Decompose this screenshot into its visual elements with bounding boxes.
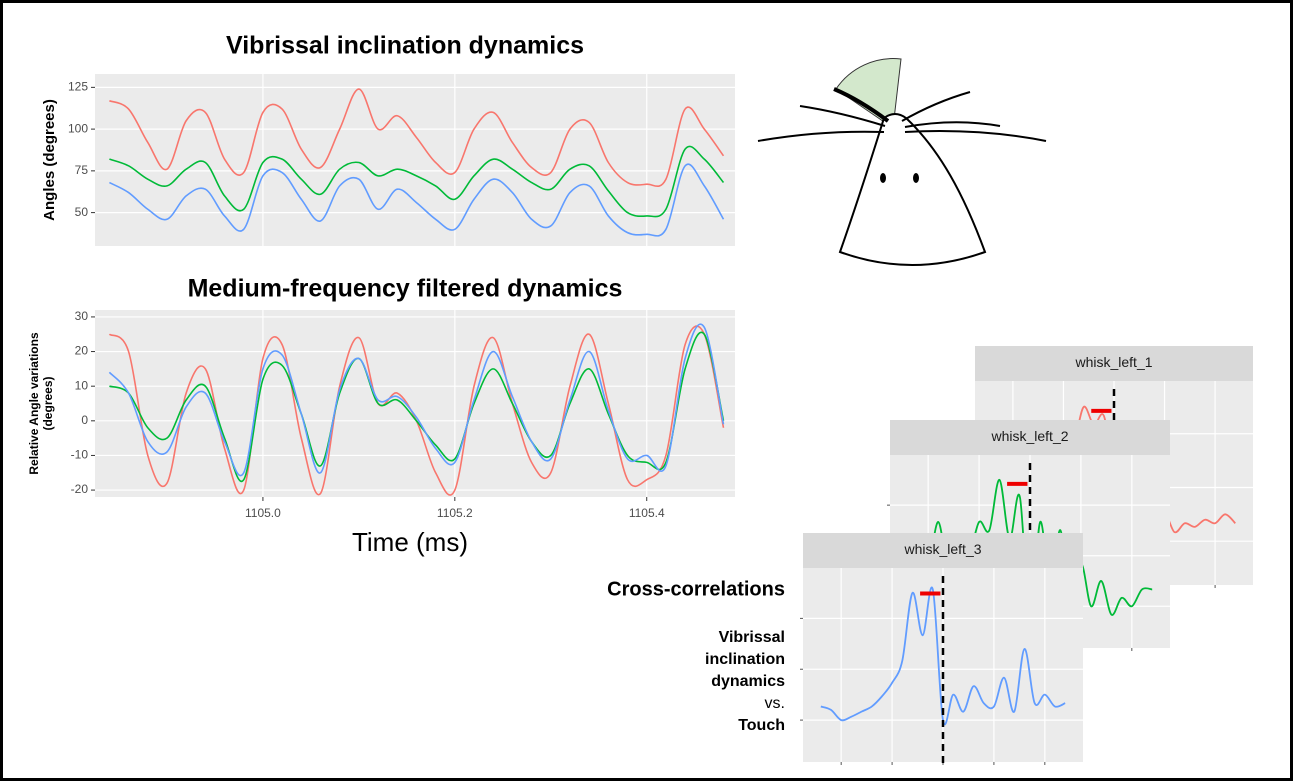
- correlation-panel: whisk_left_3: [800, 533, 1083, 768]
- y-tick-label: -20: [71, 482, 89, 496]
- panel-title: whisk_left_3: [903, 541, 981, 557]
- comparison-label: dynamics: [711, 673, 785, 690]
- whisker: [904, 130, 1047, 142]
- plot-background: [95, 74, 735, 246]
- y-tick-label: 0: [81, 413, 88, 427]
- y-axis-label: Relative Angle variations: [27, 332, 41, 475]
- whisker: [901, 91, 971, 122]
- y-tick-label: 20: [75, 344, 89, 358]
- y-axis-label: (degrees): [41, 376, 55, 430]
- panel-title: whisk_left_1: [1074, 354, 1152, 370]
- comparison-label: Touch: [738, 717, 785, 734]
- mouse-diagram: [757, 58, 1047, 266]
- panel-strip: [890, 420, 1170, 455]
- x-tick-label: 1105.4: [629, 506, 665, 520]
- x-tick-label: 1105.2: [437, 506, 473, 520]
- comparison-label: inclination: [705, 651, 785, 668]
- panel-strip: [803, 533, 1083, 568]
- y-axis-label: Angles (degrees): [41, 99, 58, 221]
- whisker: [757, 130, 885, 142]
- y-tick-label: 100: [68, 121, 88, 135]
- y-tick-label: -10: [71, 448, 89, 462]
- whisker-sector: [835, 58, 902, 129]
- chart-title: Vibrissal inclination dynamics: [226, 32, 584, 60]
- data-line: [109, 145, 725, 218]
- whisker-highlighted: [833, 87, 890, 123]
- panel-title: whisk_left_2: [990, 428, 1068, 444]
- x-axis-label: Time (ms): [352, 527, 468, 557]
- data-line: [109, 331, 725, 483]
- eye: [880, 173, 886, 183]
- y-tick-label: 125: [68, 80, 88, 94]
- data-line: [109, 88, 725, 187]
- eye: [913, 173, 919, 183]
- comparison-label: vs.: [765, 695, 785, 712]
- x-tick-label: 1105.0: [245, 506, 281, 520]
- data-line: [820, 586, 1066, 725]
- y-tick-label: 50: [75, 205, 89, 219]
- cross-correlations-label: Cross-correlations: [607, 578, 785, 600]
- whisker: [904, 121, 1001, 128]
- y-tick-label: 30: [75, 309, 89, 323]
- y-tick-label: 10: [75, 378, 89, 392]
- data-line: [108, 323, 725, 477]
- y-tick-label: 75: [75, 163, 89, 177]
- whisker: [799, 105, 886, 127]
- plot-background: [95, 310, 735, 497]
- data-line: [109, 163, 725, 237]
- chart-title: Medium-frequency filtered dynamics: [188, 275, 623, 303]
- panel-strip: [975, 346, 1253, 381]
- comparison-label: Vibrissal: [719, 629, 785, 646]
